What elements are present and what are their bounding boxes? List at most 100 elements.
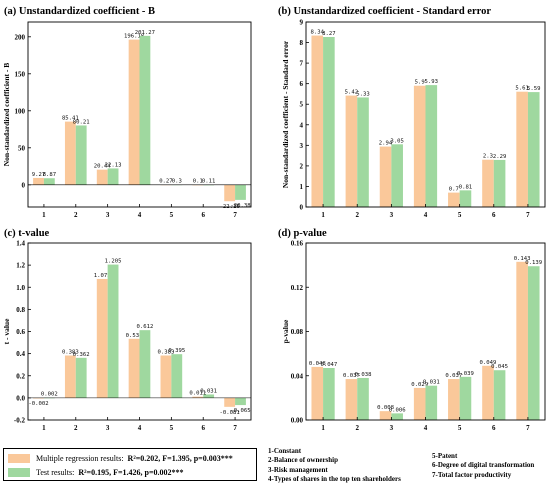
y-axis-label: t - value [2, 318, 11, 345]
x-tick-label: 6 [492, 211, 496, 219]
y-tick-label: 8 [300, 39, 304, 47]
data-label: 0.045 [491, 364, 508, 370]
bar-multiple-regression [311, 35, 324, 207]
data-label: 5.93 [425, 79, 438, 85]
bar-test-results [323, 37, 335, 207]
data-label: 0.612 [136, 324, 153, 330]
bar-multiple-regression [96, 278, 108, 398]
data-label: 8.87 [43, 172, 56, 178]
data-label: 0.006 [389, 407, 406, 413]
x-tick-label: 5 [170, 211, 174, 219]
y-tick-label: 100 [15, 107, 26, 115]
x-tick-label: 5 [458, 211, 462, 219]
bar-multiple-regression [128, 338, 140, 398]
bar-multiple-regression [413, 85, 426, 207]
data-label: 85.41 [62, 116, 79, 122]
bar-multiple-regression [448, 379, 460, 420]
bar-multiple-regression [413, 387, 426, 420]
data-label: 0.3 [172, 179, 182, 185]
y-tick-label: 1 [300, 183, 304, 191]
x-tick-label: 4 [424, 211, 428, 219]
data-label: 2.94 [379, 141, 393, 147]
bar-multiple-regression [379, 146, 392, 207]
bar-test-results [235, 184, 246, 200]
data-label: 5.61 [515, 86, 528, 92]
data-label: -0.065 [230, 408, 250, 414]
data-label: 0.037 [445, 373, 462, 379]
data-label: 0.11 [202, 179, 215, 185]
data-label: 0.27 [159, 179, 172, 185]
data-label: 0.037 [343, 373, 360, 379]
data-label: 0.048 [309, 361, 326, 367]
bar-test-results [493, 370, 506, 420]
bar-test-results [139, 330, 151, 398]
bar-multiple-regression [345, 379, 358, 420]
bar-test-results [203, 394, 215, 398]
data-label: 80.21 [73, 119, 90, 125]
data-label: -20.38 [230, 203, 251, 209]
x-tick-label: 3 [106, 211, 110, 219]
x-tick-label: 7 [233, 211, 237, 219]
bar-multiple-regression [64, 355, 76, 398]
y-tick-label: 0 [22, 181, 26, 189]
x-tick-label: 5 [458, 424, 462, 432]
x-tick-label: 2 [74, 211, 78, 219]
category-notes-col2: 5-Patent 6-Degree of digital transformat… [432, 452, 534, 480]
y-axis-label: p-value [281, 319, 290, 343]
data-label: 0.534 [126, 333, 143, 339]
bar-test-results [493, 159, 506, 207]
y-tick-label: 1.0 [16, 284, 25, 292]
data-label: 201.27 [135, 30, 155, 36]
y-tick-label: 0.2 [16, 372, 25, 380]
data-label: 5.9 [415, 80, 425, 86]
bar-test-results [75, 357, 87, 398]
y-tick-label: 0.8 [16, 306, 25, 314]
note-item: 3-Risk management [268, 465, 328, 474]
x-tick-label: 3 [390, 424, 394, 432]
data-label: 0.383 [62, 350, 79, 356]
bar-test-results [425, 85, 438, 207]
data-label: 2.29 [493, 154, 506, 160]
data-label: 0.7 [449, 187, 459, 193]
data-label: 3.05 [390, 138, 403, 144]
legend-item-test-results: Test results: R²=0.195, F=1.426, p=0.002… [8, 466, 184, 478]
data-label: 1.075 [94, 273, 111, 279]
legend-label: Multiple regression results: [36, 453, 124, 463]
x-tick-label: 5 [170, 424, 174, 432]
note-item: 6-Degree of digital transformation [432, 461, 535, 470]
y-tick-label: 0 [300, 204, 304, 212]
bar-multiple-regression [33, 177, 44, 185]
legend-swatch-orange [8, 453, 30, 463]
y-tick-label: 0.12 [291, 284, 304, 292]
x-tick-label: 4 [138, 211, 142, 219]
data-label: 8.27 [322, 31, 335, 37]
legend-swatch-green [8, 467, 30, 477]
x-tick-label: 7 [526, 424, 530, 432]
legend-label: Test results: [36, 467, 75, 477]
x-tick-label: 2 [355, 424, 359, 432]
legend-stat: R²=0.195, F=1.426, p=0.002*** [78, 467, 184, 477]
bar-test-results [425, 385, 438, 420]
legend: Multiple regression results: R²=0.202, F… [3, 448, 257, 481]
y-tick-label: 0.0 [16, 394, 25, 402]
x-tick-label: 6 [492, 424, 496, 432]
bar-test-results [107, 168, 119, 185]
y-tick-label: 3 [300, 142, 304, 150]
data-label: 5.59 [527, 86, 540, 92]
bar-multiple-regression [96, 169, 108, 185]
bar-test-results [527, 92, 540, 207]
bar-test-results [391, 144, 403, 207]
note-item: 2-Balance of ownership [268, 456, 338, 465]
bar-multiple-regression [516, 91, 528, 207]
data-label: 0.139 [525, 260, 542, 266]
x-tick-label: 2 [355, 211, 359, 219]
y-tick-label: 0.08 [291, 328, 304, 336]
x-tick-label: 1 [321, 424, 325, 432]
bar-multiple-regression [224, 397, 236, 407]
bar-multiple-regression [448, 192, 460, 207]
data-label: 196.18 [124, 34, 145, 40]
x-tick-label: 1 [42, 211, 46, 219]
data-label: 0.362 [73, 352, 90, 358]
data-label: 0.383 [158, 350, 175, 356]
bar-multiple-regression [482, 365, 494, 420]
